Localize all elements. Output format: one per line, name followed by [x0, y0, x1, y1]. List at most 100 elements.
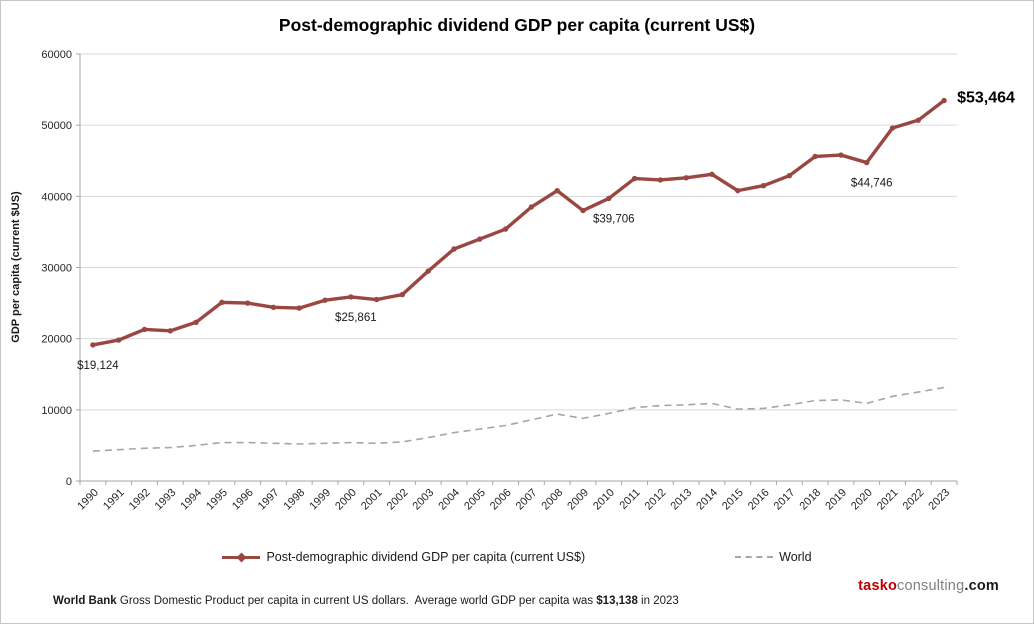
main-series-marker: [373, 296, 380, 303]
main-series-marker: [399, 291, 406, 298]
x-tick-label: 2021: [875, 487, 901, 513]
x-tick-label: 2023: [926, 487, 952, 513]
world-value-highlight: $13,138: [596, 595, 638, 607]
main-series-marker: [812, 153, 818, 160]
main-series-marker: [889, 125, 896, 131]
main-series-swatch-icon: [222, 552, 261, 562]
logo-brand-secondary: consulting: [897, 578, 965, 594]
main-series-marker: [296, 305, 302, 311]
x-tick-label: 1999: [307, 487, 333, 513]
x-tick-label: 2005: [462, 487, 488, 513]
chart-title: Post-demographic dividend GDP per capita…: [278, 15, 756, 35]
x-tick-label: 2022: [901, 487, 927, 513]
main-series-marker: [838, 152, 844, 158]
x-tick-label: 2019: [823, 487, 849, 513]
data-label: $19,124: [77, 360, 119, 372]
x-tick-label: 2013: [668, 487, 694, 513]
main-series-marker: [864, 159, 870, 166]
data-label: $39,706: [593, 213, 635, 225]
world-series-line: [92, 386, 945, 452]
source-text-after: in 2023: [637, 595, 679, 607]
x-tick-label: 1995: [204, 487, 230, 513]
y-tick-label: 30000: [41, 263, 72, 275]
x-tick-label: 1997: [256, 487, 282, 513]
x-tick-label: 2015: [720, 487, 746, 513]
main-series-marker: [528, 204, 535, 210]
main-series-marker: [502, 226, 509, 232]
tasko-logo: taskoconsulting.com: [858, 578, 999, 594]
x-tick-label: 2009: [565, 487, 591, 513]
y-tick-label: 40000: [41, 191, 72, 203]
x-tick-label: 2008: [540, 487, 566, 513]
x-tick-label: 2010: [591, 487, 617, 513]
x-tick-label: 2002: [385, 487, 411, 513]
y-tick-label: 10000: [41, 405, 72, 417]
main-series-marker: [141, 326, 148, 333]
main-series-marker: [115, 337, 122, 343]
world-series-swatch-icon: [735, 556, 774, 558]
x-tick-label: 2011: [617, 487, 642, 512]
legend-label-world: World: [779, 550, 812, 564]
x-tick-label: 2000: [333, 487, 359, 513]
legend-item-world: World: [735, 550, 812, 564]
x-tick-label: 1998: [282, 487, 308, 513]
y-tick-label: 50000: [41, 120, 72, 132]
x-tick-label: 2017: [772, 487, 798, 513]
main-series-marker: [244, 300, 251, 306]
main-series-marker: [322, 297, 328, 303]
x-tick-label: 2003: [411, 487, 437, 513]
logo-brand-primary: tasko: [858, 578, 898, 594]
main-series-marker: [348, 294, 354, 300]
y-tick-label: 60000: [41, 49, 72, 61]
x-tick-label: 1993: [153, 487, 179, 513]
main-series-marker: [683, 175, 689, 181]
x-tick-label: 2006: [488, 487, 514, 513]
source-text-before: Gross Domestic Product per capita in cur…: [116, 595, 597, 607]
x-tick-label: 2004: [436, 487, 462, 513]
x-tick-label: 2018: [797, 487, 823, 513]
main-series-line: [91, 98, 946, 347]
x-tick-label: 1990: [75, 487, 101, 513]
source-note: World Bank Gross Domestic Product per ca…: [53, 595, 679, 607]
main-series-marker: [657, 177, 664, 183]
main-series-marker: [554, 187, 560, 194]
x-tick-label: 2001: [359, 487, 385, 513]
main-series-marker: [631, 175, 638, 182]
x-tick-label: 1994: [178, 487, 204, 513]
main-series-marker: [477, 236, 483, 242]
y-tick-label: 0: [66, 476, 72, 488]
x-tick-label: 1996: [230, 487, 256, 513]
data-label: $25,861: [335, 312, 377, 324]
main-series-marker: [425, 268, 431, 274]
main-series-marker-icon: [237, 552, 247, 562]
main-series-marker: [941, 97, 947, 104]
x-tick-label: 2016: [746, 487, 772, 513]
x-tick-label: 2014: [694, 487, 720, 513]
main-series-marker: [219, 299, 225, 306]
main-series-marker: [735, 187, 741, 194]
x-tick-label: 2012: [643, 487, 669, 513]
main-series-marker: [193, 319, 199, 325]
main-series-marker: [915, 117, 922, 123]
legend-label-main: Post-demographic dividend GDP per capita…: [266, 550, 586, 564]
main-series-marker: [451, 246, 457, 252]
x-tick-label: 2020: [849, 487, 875, 513]
x-tick-label: 1992: [127, 487, 153, 513]
main-series-marker: [606, 195, 612, 202]
x-tick-label: 2007: [514, 487, 540, 513]
legend-item-main: Post-demographic dividend GDP per capita…: [222, 550, 585, 564]
logo-brand-suffix: .com: [964, 578, 999, 594]
main-series-marker: [786, 172, 793, 179]
legend: Post-demographic dividend GDP per capita…: [1, 550, 1033, 564]
source-name: World Bank: [53, 595, 117, 607]
main-series-marker: [270, 304, 277, 311]
x-tick-label: 1991: [101, 487, 127, 513]
main-series-marker: [167, 328, 173, 334]
main-series-marker: [709, 171, 715, 177]
main-series-marker: [760, 182, 767, 189]
main-series-marker: [580, 207, 586, 214]
y-tick-label: 20000: [41, 334, 72, 346]
main-series-marker: [90, 342, 96, 348]
